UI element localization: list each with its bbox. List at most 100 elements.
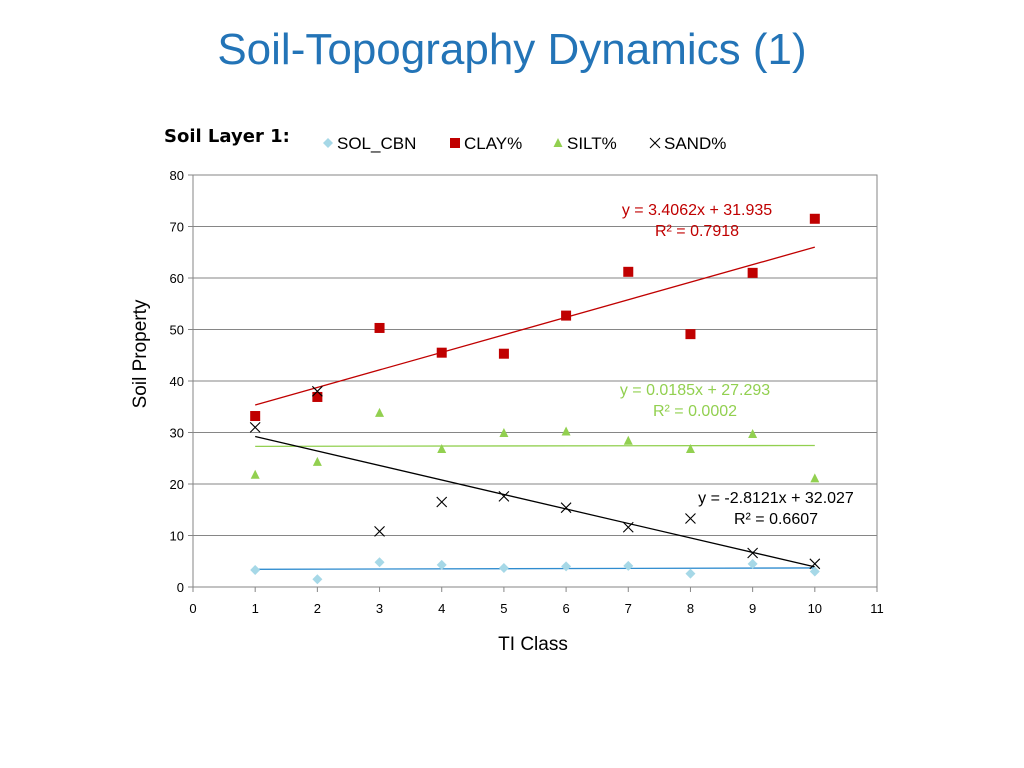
point-sol-cbn — [498, 562, 509, 573]
x-tick-label: 2 — [314, 601, 321, 616]
legend-label-sol-cbn: SOL_CBN — [337, 134, 416, 153]
y-tick-label: 0 — [177, 580, 184, 595]
point-clay — [374, 322, 385, 333]
point-silt — [623, 435, 633, 445]
x-tick-label: 10 — [808, 601, 822, 616]
x-tick-label: 6 — [562, 601, 569, 616]
axes: 0 10 20 30 40 50 60 70 80 0 1 2 3 4 5 6 7 8 9 10 11 — [170, 168, 884, 616]
trendline-annotations: y = 3.4062x + 31.935 R² = 0.7918 y = 0.018… — [620, 202, 854, 528]
trendline-sol-cbn — [255, 567, 815, 570]
point-sand — [311, 385, 323, 397]
point-sand-stroke — [249, 421, 261, 433]
point-clay — [747, 267, 758, 278]
point-clay — [623, 266, 634, 277]
point-sand — [747, 547, 759, 559]
equation-sand: y = -2.8121x + 32.027 — [698, 490, 854, 507]
legend-label-silt: SILT% — [567, 134, 617, 153]
y-tick-label: 60 — [170, 271, 184, 286]
x-tick-label: 1 — [252, 601, 259, 616]
x-tick-label: 11 — [870, 601, 884, 616]
point-sol-cbn — [312, 574, 323, 585]
legend-item-sol-cbn: SOL_CBN — [323, 134, 416, 153]
legend-item-clay: CLAY% — [450, 134, 522, 153]
y-tick-label: 80 — [170, 168, 184, 183]
r2-sand: R² = 0.6607 — [734, 511, 818, 528]
point-silt — [437, 443, 447, 453]
trendline-silt- — [255, 444, 815, 447]
point-clay — [809, 213, 820, 224]
x-tick-label: 9 — [749, 601, 756, 616]
x-tick-label: 0 — [189, 601, 196, 616]
r2-clay: R² = 0.7918 — [655, 223, 739, 240]
point-sand — [560, 502, 572, 514]
y-axis-label: Soil Property — [130, 299, 151, 408]
point-sol-cbn — [374, 557, 385, 568]
point-clay — [498, 348, 509, 359]
point-silt — [685, 443, 695, 453]
y-tick-label: 70 — [170, 220, 184, 235]
point-sand-stroke — [436, 496, 448, 508]
point-sand-stroke — [374, 525, 385, 537]
point-sand — [249, 421, 261, 433]
legend-marker-sand-stroke — [649, 137, 661, 149]
x-tick-label: 8 — [687, 601, 694, 616]
point-sand-stroke — [498, 490, 510, 502]
point-sand-stroke — [560, 502, 572, 514]
legend: SOL_CBN CLAY% SILT% SAND% — [323, 134, 726, 153]
y-tick-label: 30 — [170, 426, 184, 441]
trendline-sand- — [255, 435, 815, 568]
y-tick-label: 50 — [170, 323, 184, 338]
x-tick-label: 7 — [625, 601, 632, 616]
point-silt — [810, 473, 820, 483]
legend-marker-clay — [450, 138, 460, 148]
legend-item-sand: SAND% — [649, 134, 726, 153]
x-tick-label: 4 — [438, 601, 445, 616]
point-clay — [312, 391, 323, 402]
point-sand — [374, 525, 385, 537]
equation-silt: y = 0.0185x + 27.293 — [620, 382, 770, 399]
legend-marker-sol-cbn — [323, 138, 333, 148]
x-axis-label: TI Class — [498, 634, 568, 655]
point-sand-stroke — [622, 521, 634, 533]
point-sand-stroke — [685, 513, 696, 524]
point-sol-cbn — [250, 565, 261, 576]
point-clay — [250, 411, 261, 422]
point-sand — [436, 496, 448, 508]
point-clay — [436, 347, 447, 358]
legend-marker-sand — [649, 137, 661, 149]
data-points — [249, 213, 821, 585]
point-sand-stroke — [747, 547, 759, 559]
point-silt — [499, 428, 509, 438]
legend-label-sand: SAND% — [664, 134, 726, 153]
point-sand-stroke — [809, 558, 821, 570]
point-sol-cbn — [809, 566, 820, 577]
trendlines — [255, 246, 815, 570]
point-sol-cbn — [747, 558, 758, 569]
point-sand — [622, 521, 634, 533]
y-tick-label: 40 — [170, 374, 184, 389]
point-sol-cbn — [561, 561, 572, 572]
point-silt — [748, 429, 758, 439]
point-clay — [561, 310, 572, 321]
point-sand — [498, 490, 510, 502]
point-silt — [312, 456, 322, 466]
equation-clay: y = 3.4062x + 31.935 — [622, 202, 772, 219]
point-sol-cbn — [623, 560, 634, 571]
point-clay — [685, 329, 696, 340]
legend-item-silt: SILT% — [553, 134, 617, 153]
y-tick-label: 10 — [170, 529, 184, 544]
gridlines — [193, 226, 877, 536]
trendline-clay- — [255, 246, 815, 406]
point-silt — [250, 469, 260, 479]
x-tick-label: 3 — [376, 601, 383, 616]
point-sol-cbn — [436, 559, 447, 570]
point-sand — [685, 513, 696, 524]
x-tick-label: 5 — [500, 601, 507, 616]
point-silt — [561, 426, 571, 436]
point-silt — [375, 407, 385, 417]
legend-marker-silt — [553, 138, 563, 147]
point-sol-cbn — [685, 568, 696, 579]
point-sand — [809, 558, 821, 570]
chart-subtitle: Soil Layer 1: — [164, 126, 290, 147]
